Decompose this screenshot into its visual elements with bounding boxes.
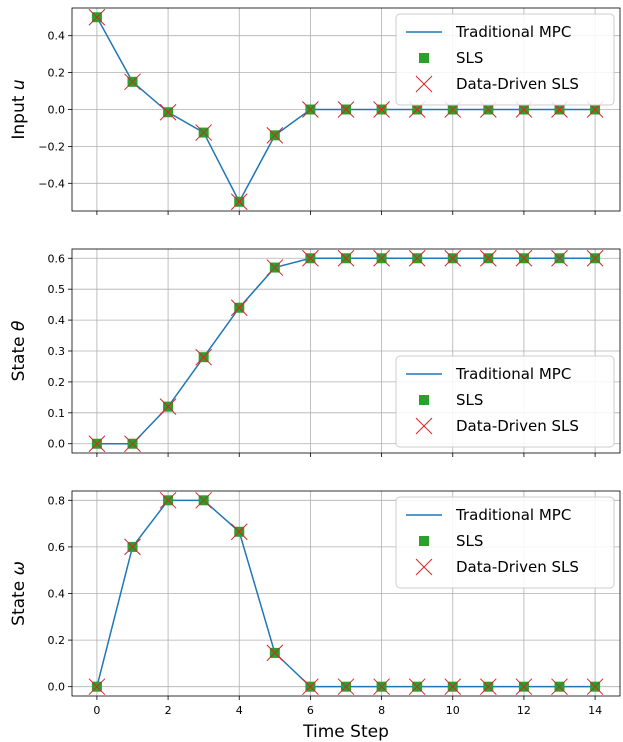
data-driven-sls-x-marker	[586, 249, 604, 267]
axes-frame	[71, 490, 621, 697]
x-axis-label: Time Step	[302, 722, 389, 742]
data-driven-sls-x-marker	[266, 644, 284, 662]
data-driven-sls-x-marker	[195, 348, 213, 366]
legend-entry-label: Data-Driven SLS	[456, 417, 579, 435]
data-driven-sls-x-marker	[88, 678, 106, 696]
x-tick-label: 0	[93, 704, 100, 717]
data-driven-sls-x-marker	[586, 678, 604, 696]
data-driven-sls-x-marker	[195, 124, 213, 141]
x-tick-label: 14	[588, 704, 602, 717]
y-axis-label: State θ	[9, 320, 29, 381]
y-tick-label: 0.4	[48, 588, 66, 601]
data-driven-sls-x-marker	[373, 678, 390, 696]
y-axis-label: Input u	[9, 79, 29, 139]
legend-x-handle	[415, 558, 433, 576]
x-tick-label: 2	[165, 704, 172, 717]
y-tick-label: −0.4	[38, 177, 65, 190]
data-driven-sls-x-marker	[479, 678, 497, 696]
y-tick-label: 0.5	[48, 283, 66, 296]
x-tick-label: 4	[236, 704, 243, 717]
legend-box	[395, 13, 615, 106]
data-driven-sls-x-marker	[266, 259, 284, 276]
x-tick-label: 10	[446, 704, 460, 717]
x-tick-label: 12	[517, 704, 531, 717]
data-driven-sls-x-marker	[124, 538, 141, 556]
legend-entry-label: Traditional MPC	[455, 23, 571, 41]
data-driven-sls-x-marker	[88, 435, 106, 453]
data-driven-sls-x-marker	[515, 249, 533, 267]
data-driven-sls-x-marker	[230, 523, 248, 541]
y-tick-label: 0.8	[48, 494, 66, 507]
legend-square-handle	[419, 53, 429, 63]
legend-entry-label: Data-Driven SLS	[456, 75, 579, 93]
y-tick-label: 0.3	[48, 345, 66, 358]
data-driven-sls-x-marker	[551, 249, 568, 267]
legend-entry-label: SLS	[456, 49, 483, 67]
y-tick-label: 0.6	[48, 252, 66, 265]
y-tick-label: 0.2	[48, 376, 66, 389]
data-driven-sls-x-marker	[373, 249, 390, 267]
y-tick-label: 0.2	[48, 634, 66, 647]
data-driven-sls-x-marker	[230, 299, 248, 317]
data-driven-sls-x-marker	[124, 73, 141, 91]
y-tick-label: 0.4	[48, 30, 66, 43]
legend-entry-label: Data-Driven SLS	[456, 558, 579, 576]
legend-box	[395, 355, 615, 448]
data-driven-sls-x-marker	[373, 101, 390, 118]
y-tick-label: −0.2	[38, 140, 65, 153]
data-driven-sls-x-marker	[337, 678, 355, 696]
y-tick-label: 0.0	[48, 681, 66, 694]
y-tick-label: 0.2	[48, 67, 66, 80]
data-driven-sls-x-marker	[195, 491, 213, 509]
legend-square-handle	[419, 536, 429, 546]
x-tick-label: 8	[378, 704, 385, 717]
y-tick-label: 0.1	[48, 407, 66, 420]
data-driven-sls-x-marker	[302, 678, 319, 696]
state-omega-subplot: 0.8 0.6 0.4 0.2 0.0 0 2 4 6 8 10 12 14 State ω Time St…	[9, 490, 621, 742]
data-driven-sls-x-marker	[230, 193, 248, 211]
data-driven-sls-x-marker	[302, 101, 319, 118]
legend-entry-label: SLS	[456, 532, 483, 550]
x-tick-label: 6	[307, 704, 314, 717]
legend-entry-label: Traditional MPC	[455, 506, 571, 524]
data-driven-sls-x-marker	[515, 678, 533, 696]
data-driven-sls-x-marker	[159, 103, 177, 121]
y-tick-label: 0.4	[48, 314, 66, 327]
legend-x-handle	[415, 75, 433, 93]
legend-square-handle	[419, 395, 429, 405]
data-driven-sls-x-marker	[408, 678, 426, 696]
data-driven-sls-x-marker	[88, 8, 106, 26]
data-driven-sls-x-marker	[337, 249, 355, 267]
data-driven-sls-x-marker	[337, 101, 355, 118]
data-driven-sls-x-marker	[444, 678, 462, 696]
legend: Traditional MPC SLS Data-Driven SLS	[395, 496, 615, 589]
y-tick-label: 0.0	[48, 104, 66, 117]
input-u-subplot: 0.4 0.2 0.0 −0.2 −0.4 Input u Traditional MPC S…	[9, 7, 621, 215]
y-tick-label: 0.0	[48, 438, 66, 451]
legend: Traditional MPC SLS Data-Driven SLS	[395, 355, 615, 448]
data-driven-sls-x-marker	[159, 398, 177, 415]
data-driven-sls-x-marker	[551, 678, 568, 696]
data-driven-sls-x-marker	[479, 249, 497, 267]
legend-x-handle	[415, 417, 433, 435]
legend-box	[395, 496, 615, 589]
data-driven-sls-x-marker	[408, 249, 426, 267]
legend-entry-label: SLS	[456, 391, 483, 409]
axes-frame	[71, 248, 621, 454]
state-theta-subplot: 0.6 0.5 0.4 0.3 0.2 0.1 0.0 State θ Traditional …	[9, 248, 621, 457]
legend-entry-label: Traditional MPC	[455, 365, 571, 383]
data-driven-sls-x-marker	[444, 249, 462, 267]
data-driven-sls-x-marker	[302, 249, 319, 267]
legend: Traditional MPC SLS Data-Driven SLS	[395, 13, 615, 106]
axes-frame	[71, 7, 621, 212]
data-driven-sls-x-marker	[266, 126, 284, 144]
data-driven-sls-x-marker	[124, 435, 141, 453]
y-tick-label: 0.6	[48, 541, 66, 554]
data-driven-sls-x-marker	[159, 491, 177, 509]
y-axis-label: State ω	[9, 561, 29, 626]
